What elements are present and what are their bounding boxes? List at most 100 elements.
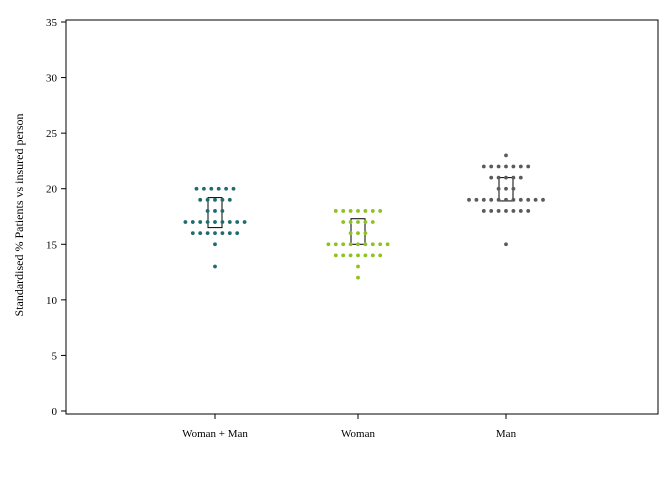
data-point [370, 209, 375, 213]
data-point [205, 220, 210, 224]
y-tick-label: 0 [52, 406, 58, 418]
data-point [370, 253, 375, 258]
data-point [504, 153, 508, 158]
data-point [518, 175, 523, 180]
data-point [224, 186, 229, 191]
data-point [526, 164, 531, 169]
data-point [356, 253, 360, 258]
data-point [504, 209, 508, 213]
data-point [496, 186, 501, 191]
data-point [326, 242, 331, 247]
data-point [220, 197, 225, 202]
data-point [504, 164, 508, 169]
data-point [190, 231, 195, 236]
data-point [511, 197, 516, 202]
data-point [213, 209, 217, 213]
data-point [341, 220, 346, 224]
data-point [489, 164, 494, 169]
data-point [190, 220, 195, 224]
data-point [356, 275, 360, 280]
data-point [489, 209, 494, 213]
y-tick-label: 5 [52, 350, 58, 362]
data-point [348, 231, 353, 236]
data-point [356, 242, 360, 247]
data-point [481, 209, 486, 213]
y-tick-label: 30 [46, 73, 58, 85]
data-point [227, 231, 232, 236]
data-point [341, 242, 346, 247]
data-point [356, 264, 360, 269]
x-tick-label: Woman [341, 428, 375, 440]
data-point [356, 209, 360, 213]
data-point [235, 220, 240, 224]
data-point [194, 186, 199, 191]
data-point [504, 197, 508, 202]
data-point [504, 175, 508, 180]
data-point [198, 197, 203, 202]
data-point [489, 175, 494, 180]
data-point [363, 220, 368, 224]
data-point [220, 231, 225, 236]
data-point [518, 197, 523, 202]
y-axis: 0 5 10 15 20 25 30 35 [46, 17, 66, 418]
data-point [511, 175, 516, 180]
data-point [474, 197, 479, 202]
data-point [348, 220, 353, 224]
data-point [198, 231, 203, 236]
data-point [385, 242, 390, 247]
x-tick-label: Man [496, 428, 517, 440]
data-point [526, 209, 531, 213]
data-point [213, 242, 217, 247]
data-point [511, 209, 516, 213]
data-dots [183, 153, 545, 280]
data-point [511, 186, 516, 191]
data-point [496, 175, 501, 180]
data-point [333, 242, 338, 247]
data-point [518, 164, 523, 169]
plot-frame [65, 19, 659, 415]
data-point [183, 220, 188, 224]
data-point [481, 197, 486, 202]
data-point [378, 253, 383, 258]
x-axis: Woman + Man Woman Man [182, 414, 517, 440]
data-point [205, 231, 210, 236]
data-point [481, 164, 486, 169]
y-tick-label: 10 [46, 295, 58, 307]
data-point [533, 197, 538, 202]
data-point [213, 231, 217, 236]
data-point [209, 186, 214, 191]
data-point [363, 209, 368, 213]
data-point [348, 242, 353, 247]
data-point [356, 220, 360, 224]
data-point [370, 242, 375, 247]
data-point [242, 220, 247, 224]
data-point [511, 164, 516, 169]
data-point [213, 197, 217, 202]
data-point [213, 220, 217, 224]
y-axis-title: Standardised % Patients vs insured perso… [12, 114, 26, 317]
data-point [227, 197, 232, 202]
data-point [370, 220, 375, 224]
data-point [227, 220, 232, 224]
y-tick-label: 15 [46, 239, 58, 251]
y-tick-label: 20 [46, 184, 58, 196]
data-point [363, 253, 368, 258]
data-point [496, 197, 501, 202]
data-point [202, 186, 206, 191]
data-point [378, 209, 383, 213]
data-point [504, 242, 508, 247]
data-point [504, 186, 508, 191]
data-point [467, 197, 471, 202]
data-point [213, 264, 217, 269]
y-tick-label: 25 [46, 128, 58, 140]
x-tick-label: Woman + Man [182, 428, 248, 440]
data-point [496, 164, 501, 169]
data-point [231, 186, 236, 191]
data-point [235, 231, 240, 236]
data-point [333, 253, 338, 258]
data-point [341, 253, 346, 258]
data-point [541, 197, 545, 202]
